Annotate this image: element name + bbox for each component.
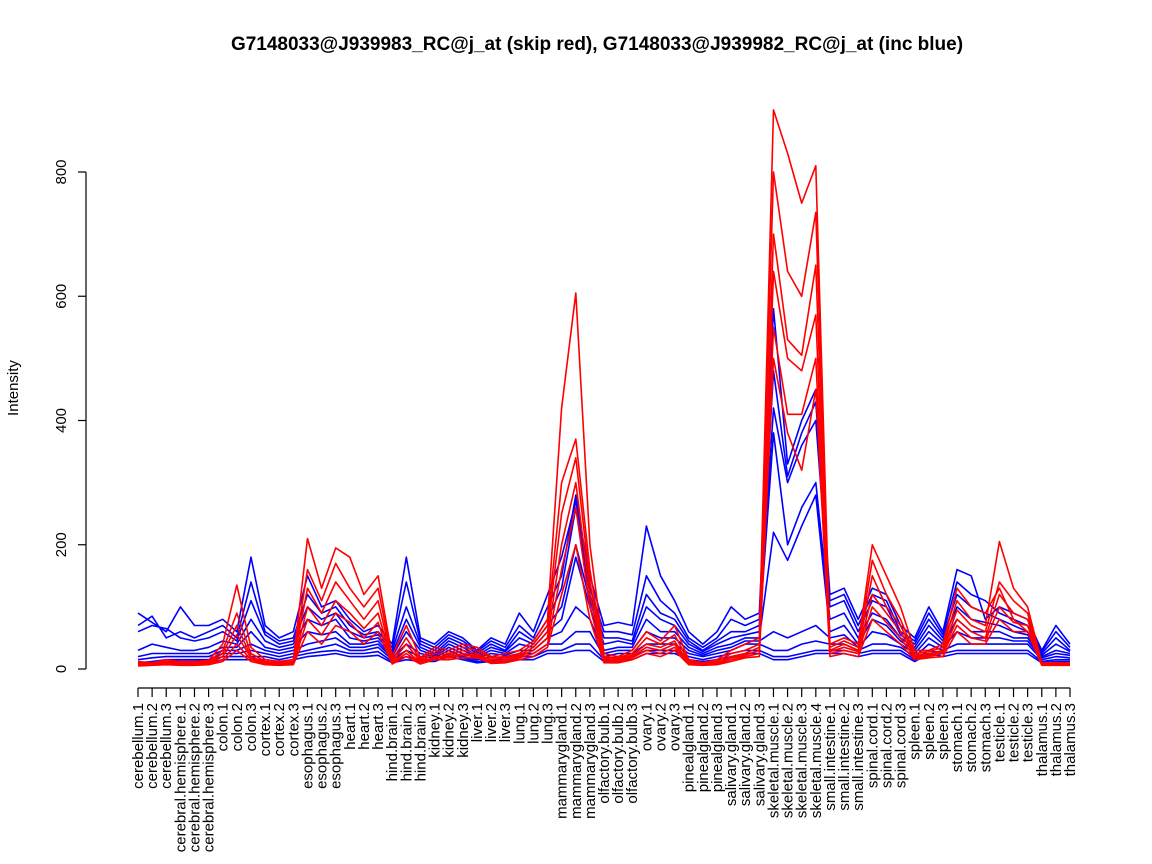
x-tick-label: cerebral.hemisphere.1 [172,703,189,852]
x-tick-label: skeletal.muscle.3 [794,703,811,818]
x-tick-label: esophagus.3 [328,703,345,789]
y-tick-label: 200 [53,532,70,557]
y-tick-label: 0 [53,665,70,673]
x-tick-label: mammarygland.2 [568,703,585,819]
plot-area [137,109,1071,667]
x-tick-label: testicle.2 [1006,703,1023,762]
x-tick-label: stomach.3 [977,703,994,772]
x-tick-label: thalamus.3 [1062,703,1079,776]
x-tick-label: hind.brain.2 [398,703,415,781]
x-tick-label: kidney.3 [455,703,472,758]
series-line-inc-8 [137,407,1071,655]
y-tick-label: 400 [53,408,70,433]
x-tick-label: kidney.2 [441,703,458,758]
x-tick-label: cortex.1 [257,703,274,756]
x-tick-label: hind.brain.1 [384,703,401,781]
y-axis: 0 200 400 600 800 [53,159,87,673]
x-tick-label: stomach.2 [963,703,980,772]
series-line-skip-5 [137,357,1070,667]
x-tick-label: pinealgland.3 [709,703,726,792]
x-tick-label: pinealgland.1 [681,703,698,792]
y-tick-label: 600 [53,284,70,309]
x-tick-label: heart.1 [342,703,359,750]
x-tick-label: skeletal.muscle.2 [780,703,797,818]
series-line-skip-2 [137,233,1070,665]
x-tick-label: hind.brain.3 [412,703,429,781]
x-tick-label: skeletal.muscle.1 [765,703,782,818]
x-tick-label: lung.2 [525,703,542,744]
x-tick-label: lung.3 [540,703,557,744]
x-tick-label: small.intestine.2 [836,703,853,811]
x-tick-label: cerebellum.3 [158,703,175,789]
x-tick-label: heart.2 [356,703,373,750]
x-tick-label: cerebral.hemisphere.3 [201,703,218,852]
x-tick-label: lung.1 [511,703,528,744]
x-tick-label: ovary.3 [667,703,684,751]
series-line-skip-1 [138,171,1070,664]
x-tick-label: esophagus.1 [299,703,316,789]
x-tick-label: small.intestine.1 [822,703,839,811]
chart-title: G7148033@J939983_RC@j_at (skip red), G71… [231,34,963,55]
x-tick-label: small.intestine.3 [850,703,867,811]
y-axis-label: Intensity [5,360,22,416]
x-tick-label: liver.3 [497,703,514,742]
x-tick-label: ovary.1 [638,703,655,751]
x-tick-label: ovary.2 [652,703,669,751]
x-tick-label: liver.2 [483,703,500,742]
x-tick-label: kidney.1 [427,703,444,758]
x-tick-label: cortex.2 [271,703,288,756]
x-tick-label: colon.3 [243,703,260,751]
x-tick-label: olfactory.bulb.2 [610,703,627,804]
x-tick-label: skeletal.muscle.4 [808,703,825,818]
x-tick-label: spleen.3 [935,703,952,760]
x-tick-label: thalamus.2 [1048,703,1065,776]
x-axis: cerebellum.1cerebellum.2cerebellum.3cere… [130,687,1079,852]
x-tick-label: testicle.3 [1020,703,1037,762]
x-tick-label: heart.3 [370,703,387,750]
x-tick-label: mammarygland.3 [582,703,599,819]
x-tick-label: spleen.2 [921,703,938,760]
series-line-skip-0 [137,109,1070,664]
x-tick-label: salivary.gland.2 [737,703,754,806]
series-line-inc-6 [137,307,1071,652]
x-tick-label: spinal.cord.1 [864,703,881,788]
x-tick-label: pinealgland.2 [695,703,712,792]
x-tick-label: stomach.1 [949,703,966,772]
x-tick-label: cerebellum.1 [130,703,147,789]
x-tick-label: olfactory.bulb.3 [624,703,641,804]
x-tick-label: olfactory.bulb.1 [596,703,613,804]
x-tick-label: spleen.1 [907,703,924,760]
x-tick-label: cerebral.hemisphere.2 [186,703,203,852]
x-tick-label: colon.2 [229,703,246,751]
x-tick-label: salivary.gland.3 [751,703,768,806]
x-tick-label: cortex.3 [285,703,302,756]
x-tick-label: thalamus.1 [1034,703,1051,776]
x-tick-label: cerebellum.2 [144,703,161,789]
y-tick-label: 800 [53,159,70,184]
x-tick-label: spinal.cord.3 [893,703,910,788]
x-tick-label: spinal.cord.2 [878,703,895,788]
x-tick-label: esophagus.2 [314,703,331,789]
x-tick-label: colon.1 [215,703,232,751]
series-line-skip-3 [137,270,1070,666]
series-line-inc-9 [137,432,1071,657]
x-tick-label: mammarygland.1 [554,703,571,819]
series-line-inc-7 [137,369,1071,653]
x-tick-label: liver.1 [469,703,486,742]
x-tick-label: testicle.1 [991,703,1008,762]
x-tick-label: salivary.gland.1 [723,703,740,806]
